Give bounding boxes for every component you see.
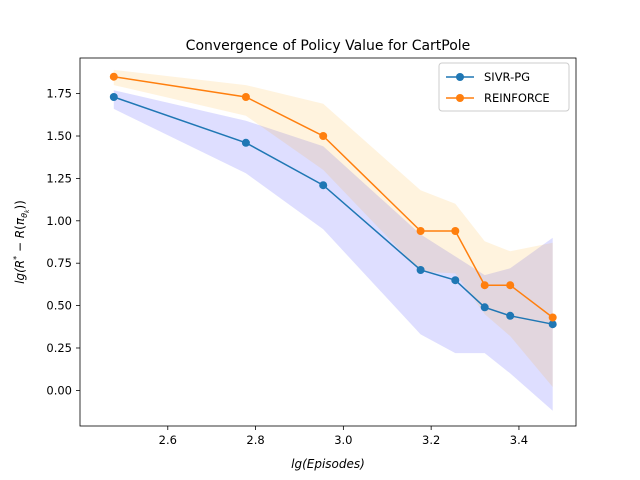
y-tick-label: 0.25: [46, 341, 72, 355]
x-axis-ticks: 2.6 2.8 3.0 3.2 3.4: [159, 426, 528, 447]
ylabel-theta: θ: [20, 213, 29, 218]
y-tick-label: 1.00: [46, 214, 72, 228]
y-axis-ticks: 0.00 0.25 0.50 0.75 1.00 1.25 1.50 1.75: [46, 87, 80, 397]
point-sivr-pg: [109, 93, 118, 101]
x-tick-label: 2.8: [246, 433, 264, 447]
ylabel-pre: lg(: [13, 267, 27, 284]
point-reinforce: [109, 72, 118, 81]
point-sivr-pg: [451, 276, 460, 285]
legend-label-reinforce: REINFORCE: [484, 91, 550, 105]
confidence-bands: [113, 69, 553, 411]
point-reinforce: [319, 132, 328, 140]
ylabel-r2: R: [13, 230, 27, 238]
series-lines: [113, 75, 554, 325]
point-reinforce: [506, 281, 515, 290]
y-tick-label: 1.50: [46, 129, 72, 143]
line-reinforce: [113, 75, 554, 319]
ylabel-open: (: [13, 225, 27, 230]
y-tick-label: 1.25: [46, 171, 72, 185]
point-sivr-pg: [319, 181, 328, 190]
x-axis-label: lg(Episodes): [291, 457, 365, 471]
point-reinforce: [451, 227, 460, 235]
point-sivr-pg: [480, 303, 489, 312]
y-tick-label: 0.50: [46, 299, 72, 313]
point-sivr-pg: [506, 311, 515, 320]
point-reinforce: [416, 227, 425, 235]
ylabel-pi: π: [13, 217, 27, 225]
point-reinforce: [241, 93, 250, 101]
legend: SIVR-PG REINFORCE: [438, 62, 570, 112]
x-tick-label: 3.0: [334, 433, 352, 447]
line-sivr-pg: [113, 96, 553, 325]
y-axis-label: lg(R* − R(πθk)): [12, 200, 31, 284]
y-tick-label: 0.00: [46, 383, 72, 397]
plot-frame: [79, 57, 577, 427]
ylabel-r: R: [13, 260, 27, 268]
chart-title: Convergence of Policy Value for CartPole: [186, 38, 471, 54]
legend-box: [438, 62, 570, 112]
series-markers: [109, 72, 557, 329]
ylabel-star: *: [12, 256, 21, 260]
legend-marker-sivr-pg: [456, 73, 464, 81]
ylabel-close: )): [13, 200, 27, 209]
point-sivr-pg: [241, 138, 250, 147]
point-sivr-pg: [416, 266, 425, 274]
point-reinforce: [548, 313, 557, 322]
legend-marker-reinforce: [456, 94, 464, 102]
band-reinforce: [113, 69, 553, 388]
point-sivr-pg: [548, 320, 557, 329]
band-sivr-pg: [113, 90, 553, 411]
x-tick-label: 2.6: [159, 433, 177, 447]
y-tick-label: 1.75: [46, 87, 72, 101]
x-tick-label: 3.2: [422, 433, 440, 447]
x-tick-label: 3.4: [510, 433, 528, 447]
ylabel-minus: −: [13, 238, 27, 256]
legend-label-sivr-pg: SIVR-PG: [484, 70, 530, 84]
y-tick-label: 0.75: [46, 256, 72, 270]
ylabel-k: k: [24, 209, 31, 213]
point-reinforce: [480, 281, 489, 290]
